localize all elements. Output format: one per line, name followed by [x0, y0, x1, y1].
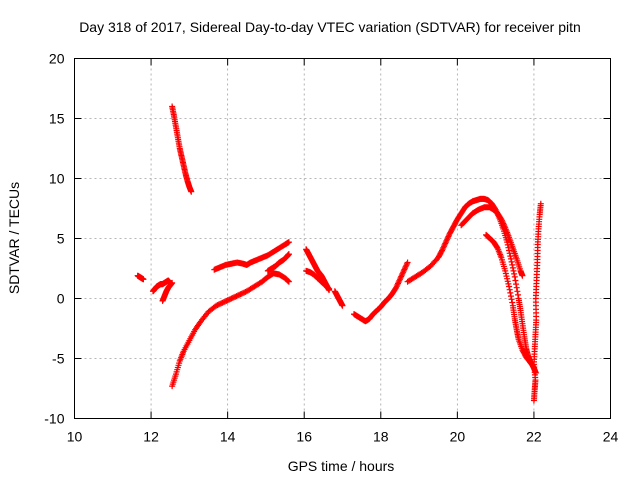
data-point-plus [285, 278, 292, 285]
data-point-plus [507, 289, 514, 296]
data-point-plus [285, 239, 292, 246]
x-tick-label: 14 [220, 429, 236, 445]
x-tick-label: 22 [526, 429, 542, 445]
data-point-plus [511, 270, 518, 277]
x-tick-label: 20 [450, 429, 466, 445]
chart-title: Day 318 of 2017, Sidereal Day-to-day VTE… [79, 19, 581, 35]
data-point-plus [506, 283, 513, 290]
data-point-plus [508, 258, 515, 265]
data-point-plus [512, 277, 519, 284]
data-point-plus [326, 285, 333, 292]
x-tick-label: 12 [143, 429, 159, 445]
data-point-plus [511, 273, 518, 280]
y-tick-label: -5 [52, 351, 65, 367]
y-axis-ticks: -10 -5 0 5 10 15 20 [44, 51, 611, 427]
data-point-plus [514, 288, 521, 295]
data-point-plus [537, 200, 544, 207]
data-point-plus [513, 281, 520, 288]
data-point-plus [509, 299, 516, 306]
data-point-plus [509, 261, 516, 268]
x-axis-label: GPS time / hours [288, 458, 395, 474]
series-arc-12 [404, 195, 534, 364]
series-arc-15 [530, 200, 544, 404]
data-point-plus [513, 284, 520, 291]
y-tick-label: 0 [57, 291, 65, 307]
series-arc-5 [169, 270, 292, 390]
data-point-plus [510, 267, 517, 274]
data-point-plus [339, 302, 346, 309]
x-tick-label: 18 [373, 429, 389, 445]
data-point-plus [506, 250, 513, 257]
data-point-plus [285, 251, 292, 258]
data-point-plus [188, 188, 195, 195]
y-tick-label: 15 [49, 111, 65, 127]
series-arc-3 [159, 279, 176, 304]
data-point-plus [507, 253, 514, 260]
y-tick-label: -10 [44, 411, 64, 427]
data-point-plus [404, 259, 411, 266]
x-tick-label: 16 [296, 429, 312, 445]
data-point-plus [514, 291, 521, 298]
data-marks [134, 103, 544, 404]
series-arc-1 [134, 272, 147, 283]
y-tick-label: 5 [57, 231, 65, 247]
data-point-plus [507, 293, 514, 300]
data-point-plus [507, 255, 514, 262]
data-point-plus [508, 296, 515, 303]
y-axis-label: SDTVAR / TECUs [6, 182, 22, 294]
series-arc-6 [211, 239, 292, 273]
x-tick-label: 24 [603, 429, 619, 445]
y-tick-label: 20 [49, 51, 65, 67]
data-point-plus [509, 264, 516, 271]
data-point-plus [506, 286, 513, 293]
data-point-plus [519, 272, 526, 279]
x-tick-label: 10 [67, 429, 83, 445]
series-arc-10 [331, 288, 346, 309]
series-arc-7 [264, 251, 292, 274]
series-arc-11 [350, 259, 411, 325]
data-point-plus [140, 276, 147, 283]
y-tick-label: 10 [49, 171, 65, 187]
x-axis-ticks: 10 12 14 16 18 20 22 24 [67, 58, 619, 445]
series-arc-4 [169, 103, 195, 195]
data-point-plus [169, 279, 176, 286]
series-arc-13 [458, 204, 526, 279]
series-arc-9 [303, 267, 333, 292]
